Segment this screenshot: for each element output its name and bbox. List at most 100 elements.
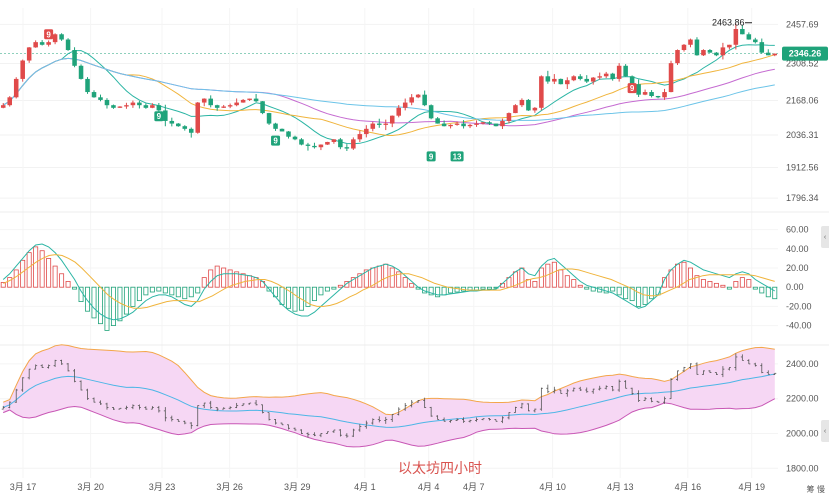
price-tick-label: 1912.56: [786, 163, 819, 173]
macd-histogram-bar: [279, 286, 285, 305]
macd-histogram-bar: [227, 269, 233, 288]
current-price-value: 2346.26: [789, 49, 822, 59]
macd-histogram-bar: [98, 286, 103, 325]
candle-body: [597, 76, 602, 78]
x-axis: 3月 17 3月 20 3月 23 3月 26 3月 29 4月 1 4月 4 4月 7 4月 …: [10, 482, 765, 492]
candle-body: [720, 47, 726, 56]
candle-body: [766, 52, 771, 56]
candle-body: [253, 98, 259, 102]
candle-body: [331, 139, 337, 142]
price-tick-label: 2168.06: [786, 95, 819, 105]
macd-histogram-bar: [681, 261, 687, 288]
x-tick-label: 4月 1: [354, 482, 376, 492]
candle-body: [526, 99, 531, 111]
candle-body: [137, 102, 142, 106]
td-marker-label: 9: [273, 137, 278, 146]
macd-histogram-bar: [318, 286, 324, 296]
candle-body: [590, 77, 596, 82]
macd-histogram-bar: [363, 269, 369, 288]
macd-histogram-bar: [143, 286, 149, 296]
td-marker-badge: [154, 111, 164, 122]
candle-body: [603, 73, 609, 77]
panel-collapse-handle-lower[interactable]: ‹: [821, 420, 829, 442]
candle-body: [344, 147, 350, 149]
x-tick-label: 3月 29: [284, 482, 311, 492]
candle-body: [383, 123, 389, 125]
candle-body: [480, 122, 486, 124]
macd-histogram-bar: [350, 277, 356, 288]
macd-histogram-bar: [175, 286, 181, 298]
macd-histogram-bar: [305, 286, 311, 307]
moving-average-line: [2, 44, 775, 145]
macd-lines: [2, 243, 776, 321]
candle-body: [467, 124, 473, 127]
macd-histogram-bar: [558, 269, 564, 288]
macd-histogram-bar: [564, 275, 570, 288]
candle-body: [539, 76, 544, 108]
macd-histogram-bar: [688, 267, 693, 288]
candle-body: [629, 76, 635, 85]
candle-body: [519, 99, 525, 106]
moving-averages: [2, 44, 775, 145]
candle-body: [7, 97, 12, 106]
macd-histogram-bar: [286, 286, 291, 309]
candle-body: [610, 73, 615, 79]
current-price-tag-bg: [782, 46, 828, 61]
macd-histogram-bar: [39, 250, 45, 288]
candle-body: [415, 94, 421, 98]
candle-body: [474, 123, 479, 125]
td-marker-label: 9: [157, 112, 162, 121]
x-tick-label: 3月 17: [10, 482, 37, 492]
candle-body: [98, 97, 103, 100]
macd-histogram-bar: [13, 269, 19, 288]
macd-histogram-bar: [253, 277, 259, 288]
macd-panel[interactable]: 60.00 40.00 20.00 0.00 -20.00 -40.00: [0, 225, 812, 331]
macd-histogram-bar: [33, 246, 39, 288]
bollinger-line: [3, 344, 775, 416]
candle-body: [104, 99, 110, 106]
candle-body: [208, 98, 213, 106]
candle-body: [318, 144, 324, 148]
candle-body: [746, 34, 752, 40]
panel-collapse-handle[interactable]: ‹: [821, 226, 829, 248]
candle-body: [727, 44, 732, 48]
bollinger-y-axis: 2400.00 2200.00 2000.00 1800.00: [786, 359, 819, 473]
macd-tick-label: 20.00: [786, 263, 809, 273]
boll-tick-label: 2200.00: [786, 394, 819, 404]
macd-histogram-bar: [110, 286, 116, 327]
macd-histogram-bar: [772, 286, 778, 300]
macd-histogram-bar: [123, 286, 129, 315]
candle-body: [701, 50, 706, 56]
macd-histogram-bar: [402, 277, 408, 288]
bollinger-panel[interactable]: 2400.00 2200.00 2000.00 1800.00: [1, 344, 819, 473]
td-marker-badge: [426, 151, 436, 162]
bollinger-candles: [1, 353, 777, 438]
grid: [0, 8, 829, 478]
candle-body: [571, 76, 577, 81]
macd-histogram-bar: [551, 261, 557, 288]
macd-histogram-bar: [26, 252, 32, 288]
price-panel[interactable]: 9 9 9 9 13 9 2457.69 2308.52 2168.06 2036.31 1912…: [0, 18, 828, 203]
macd-y-axis: 60.00 40.00 20.00 0.00 -20.00 -40.00: [786, 225, 812, 331]
macd-histogram-bar: [357, 273, 363, 288]
candle-body: [740, 29, 745, 35]
macd-histogram-bar: [454, 286, 460, 293]
candle-body: [156, 105, 162, 111]
macd-tick-label: -40.00: [786, 321, 812, 331]
price-tick-label: 2036.31: [786, 130, 819, 140]
candle-body: [461, 123, 466, 127]
macd-histogram-bar: [91, 286, 97, 319]
macd-histogram-bar: [149, 286, 155, 293]
candle-body: [662, 92, 667, 98]
candle-body: [117, 106, 123, 108]
macd-histogram-bar: [720, 284, 726, 288]
x-tick-label: 4月 4: [418, 482, 440, 492]
macd-tick-label: 40.00: [786, 244, 809, 254]
candle-body: [487, 122, 492, 124]
candle-body: [266, 113, 272, 124]
candle-body: [532, 107, 538, 111]
macd-histogram-bar: [636, 286, 642, 307]
bollinger-line: [3, 373, 775, 428]
candle-body: [325, 141, 330, 145]
